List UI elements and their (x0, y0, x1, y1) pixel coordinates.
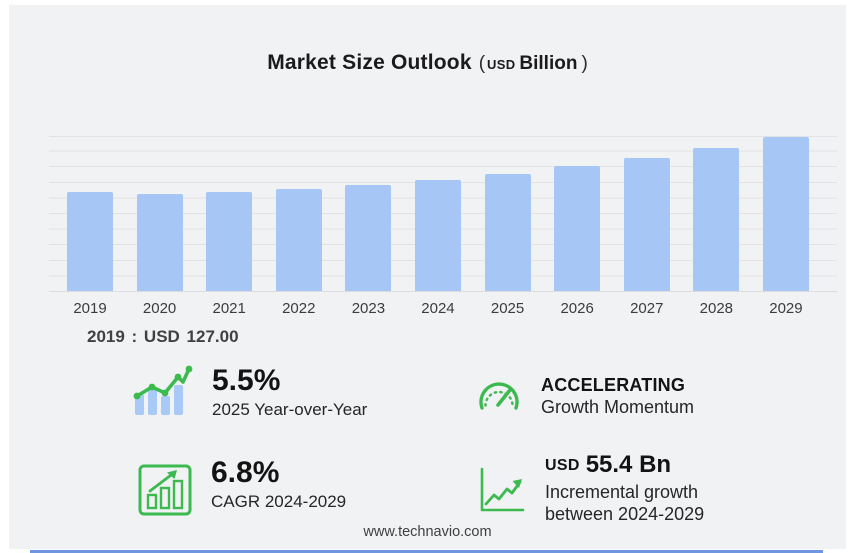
bar-2024 (414, 180, 461, 291)
x-tick-2023: 2023 (351, 300, 386, 317)
x-tick-2021: 2021 (212, 300, 246, 317)
bar-growth-icon (137, 463, 193, 522)
line-growth-icon (475, 467, 527, 520)
incremental-value-row: USD 55.4 Bn (545, 451, 704, 479)
momentum-label: Growth Momentum (541, 396, 695, 417)
bottom-accent-line (30, 550, 823, 553)
x-tick-2027: 2027 (630, 300, 664, 317)
chart-title: Market Size Outlook (USD Billion) (9, 51, 846, 75)
yoy-label: 2025 Year-over-Year (212, 399, 368, 419)
bar-2028 (693, 148, 740, 291)
bar-2023 (345, 184, 392, 291)
chart-title-paren-open: ( (478, 53, 486, 74)
bar-2029 (762, 136, 809, 291)
chart-title-unit: Billion (519, 53, 578, 74)
bar-2021 (206, 191, 253, 291)
trend-bars-icon (132, 365, 194, 422)
chart-title-paren-close: ) (581, 53, 588, 74)
stat-cagr: 6.8% CAGR 2024-2029 (137, 457, 346, 522)
incremental-value-prefix: USD (545, 457, 580, 474)
base-year-annotation: 2019 : USD 127.00 (87, 327, 239, 346)
bar-2025 (484, 173, 531, 291)
x-tick-2029: 2029 (769, 300, 803, 317)
cagr-label: CAGR 2024-2029 (211, 491, 347, 511)
incremental-label-line2: between 2024-2029 (545, 503, 705, 524)
stat-yoy-growth: 5.5% 2025 Year-over-Year (132, 365, 367, 422)
bar-series (67, 136, 809, 291)
cagr-value: 6.8% (211, 456, 280, 489)
chart-title-main: Market Size Outlook (267, 51, 472, 74)
stat-incremental-growth: USD 55.4 Bn Incremental growth between 20… (475, 451, 704, 526)
x-tick-2022: 2022 (282, 300, 316, 317)
bar-2019 (67, 191, 113, 291)
x-tick-2020: 2020 (142, 300, 177, 317)
infographic-panel: Market Size Outlook(USD Billion) 2019 2020… (9, 5, 846, 549)
bar-2026 (554, 166, 601, 291)
bar-chart-plot-area (49, 136, 837, 292)
bar-2022 (275, 188, 322, 291)
bar-2020 (136, 194, 183, 291)
x-tick-2026: 2026 (560, 300, 594, 317)
x-tick-2024: 2024 (421, 300, 455, 317)
incremental-value: 55.4 Bn (585, 451, 672, 478)
x-tick-2025: 2025 (490, 300, 525, 317)
x-axis-labels: 2019 2020 2021 2022 2023 2024 2025 2026 2027 2028… (67, 300, 809, 317)
stat-growth-momentum: ACCELERATING Growth Momentum (475, 371, 694, 420)
x-tick-2019: 2019 (73, 300, 107, 317)
yoy-value: 5.5% (212, 364, 281, 397)
incremental-label-line1: Incremental growth (545, 482, 699, 502)
x-tick-2028: 2028 (699, 300, 734, 317)
momentum-value: ACCELERATING (541, 375, 686, 395)
gauge-icon (475, 375, 523, 420)
website-url: www.technavio.com (363, 524, 492, 540)
chart-title-currency: USD (487, 57, 516, 72)
bar-2027 (623, 158, 670, 291)
